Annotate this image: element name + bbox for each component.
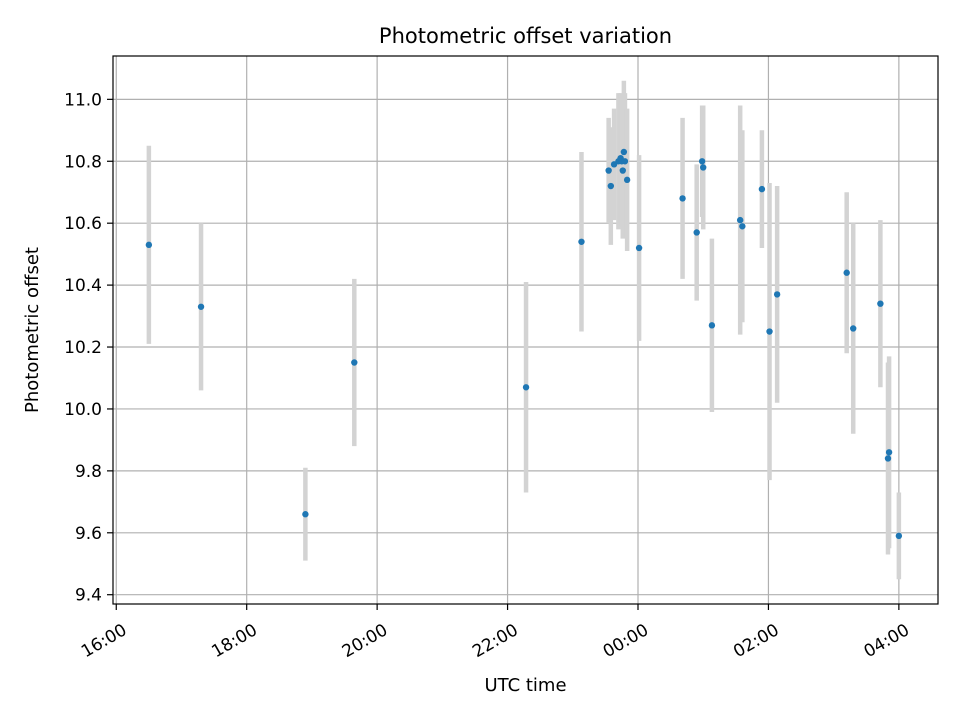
x-axis-label: UTC time (484, 675, 566, 696)
data-point (619, 167, 626, 174)
data-point (850, 325, 857, 332)
data-point (843, 269, 850, 276)
data-point (623, 176, 631, 184)
data-point (895, 532, 903, 540)
y-axis-ticks: 9.4 9.6 9.8 10.0 10.2 10.4 10.6 10.8 11.0 (64, 90, 113, 606)
y-tick-label: 11.0 (64, 90, 102, 110)
data-markers (145, 148, 903, 540)
data-point (700, 164, 707, 171)
data-point (197, 303, 205, 310)
data-point (693, 229, 700, 236)
data-point (773, 291, 781, 298)
data-point (302, 511, 309, 518)
data-point (679, 195, 686, 202)
data-point (698, 158, 706, 165)
data-point (877, 300, 884, 307)
data-point (145, 241, 153, 249)
data-point (607, 182, 615, 190)
data-point (766, 328, 773, 335)
data-point (884, 455, 892, 462)
data-point (736, 216, 744, 224)
plot-frame (112, 55, 939, 605)
data-point (578, 238, 585, 245)
data-point (739, 223, 746, 230)
data-point (605, 167, 612, 174)
y-tick-label: 10.4 (64, 276, 102, 296)
data-point (758, 185, 766, 193)
data-point (522, 384, 530, 391)
data-point (885, 449, 893, 456)
data-point (620, 148, 628, 156)
data-point (351, 359, 358, 366)
data-point (708, 322, 716, 329)
y-tick-label: 10.8 (64, 152, 102, 172)
y-axis-label: Photometric offset (22, 247, 43, 413)
y-tick-label: 9.6 (75, 524, 102, 544)
y-tick-label: 10.2 (64, 338, 102, 358)
chart-title: Photometric offset variation (379, 24, 672, 48)
data-point (635, 244, 643, 252)
y-tick-label: 10.0 (64, 400, 102, 420)
y-tick-label: 9.8 (75, 462, 102, 482)
y-tick-label: 9.4 (75, 586, 102, 606)
data-point (621, 158, 629, 165)
y-tick-label: 10.6 (64, 214, 102, 234)
